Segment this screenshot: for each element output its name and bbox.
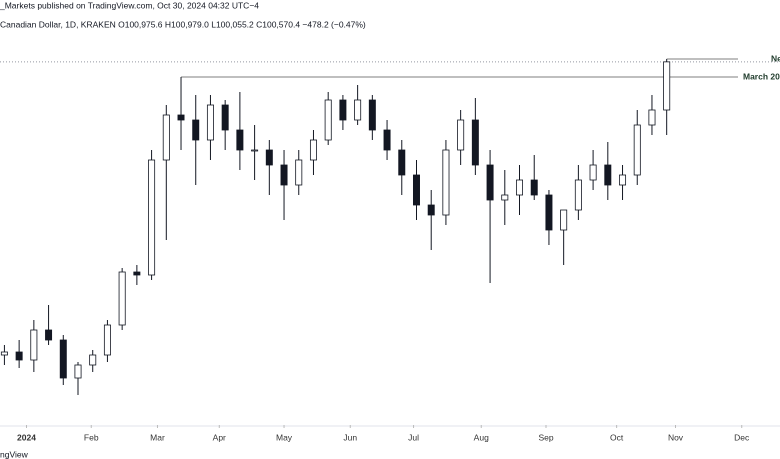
candle-body: [193, 120, 199, 140]
candle-body: [340, 100, 346, 120]
x-tick-label: Dec: [734, 432, 750, 442]
x-tick-label: Jul: [408, 432, 419, 442]
level-label: March 202: [743, 71, 780, 81]
candle-body: [75, 365, 81, 378]
candle-body: [104, 325, 110, 355]
x-tick-label: Mar: [150, 432, 165, 442]
candle-body: [516, 180, 522, 195]
x-tick-label: Sep: [538, 432, 553, 442]
candle-body: [60, 340, 66, 378]
candle-body: [252, 150, 258, 151]
candle-body: [664, 62, 670, 110]
candle-body: [148, 160, 154, 275]
candle-body: [413, 175, 419, 205]
candle-body: [296, 160, 302, 185]
candle-body: [16, 352, 22, 360]
candle-body: [605, 165, 611, 185]
candle-body: [575, 180, 581, 210]
candle-body: [119, 272, 125, 325]
candle-body: [369, 100, 375, 130]
candle-body: [384, 130, 390, 150]
candle-body: [310, 140, 316, 160]
candle-body: [443, 150, 449, 215]
candle-body: [619, 175, 625, 185]
candle-body: [458, 120, 464, 150]
candle-body: [531, 180, 537, 195]
x-tick-label: 2024: [17, 432, 36, 442]
footer: ngView: [0, 449, 29, 459]
candle-body: [134, 272, 140, 275]
candle-body: [325, 100, 331, 140]
x-tick-label: May: [276, 432, 293, 442]
candle-body: [355, 100, 361, 120]
x-tick-label: Nov: [668, 432, 684, 442]
candle-body: [163, 115, 169, 160]
candle-body: [561, 210, 567, 230]
x-tick-label: Apr: [213, 432, 226, 442]
candle-body: [266, 150, 272, 165]
x-tick-label: Feb: [84, 432, 99, 442]
candle-body: [399, 150, 405, 175]
candle-body: [31, 330, 37, 360]
candle-body: [237, 130, 243, 150]
candle-body: [1, 352, 7, 355]
x-tick-label: Aug: [474, 432, 489, 442]
candle-body: [487, 165, 493, 200]
candle-body: [222, 105, 228, 130]
candle-body: [502, 195, 508, 200]
candle-body: [590, 165, 596, 180]
x-tick-label: Oct: [610, 432, 624, 442]
candle-body: [45, 330, 51, 340]
candle-body: [281, 165, 287, 185]
candle-body: [472, 120, 478, 165]
candle-body: [634, 125, 640, 175]
level-label: Ne: [771, 53, 780, 63]
candle-body: [207, 105, 213, 140]
candle-body: [90, 355, 96, 365]
candle-body: [546, 195, 552, 230]
chart-subtitle: Canadian Dollar, 1D, KRAKEN O100,975.6 H…: [0, 19, 366, 29]
chart-title: _Markets published on TradingView.com, O…: [0, 0, 259, 10]
candle-body: [649, 110, 655, 125]
x-tick-label: Jun: [343, 432, 357, 442]
candle-body: [178, 115, 184, 120]
candle-body: [428, 205, 434, 215]
